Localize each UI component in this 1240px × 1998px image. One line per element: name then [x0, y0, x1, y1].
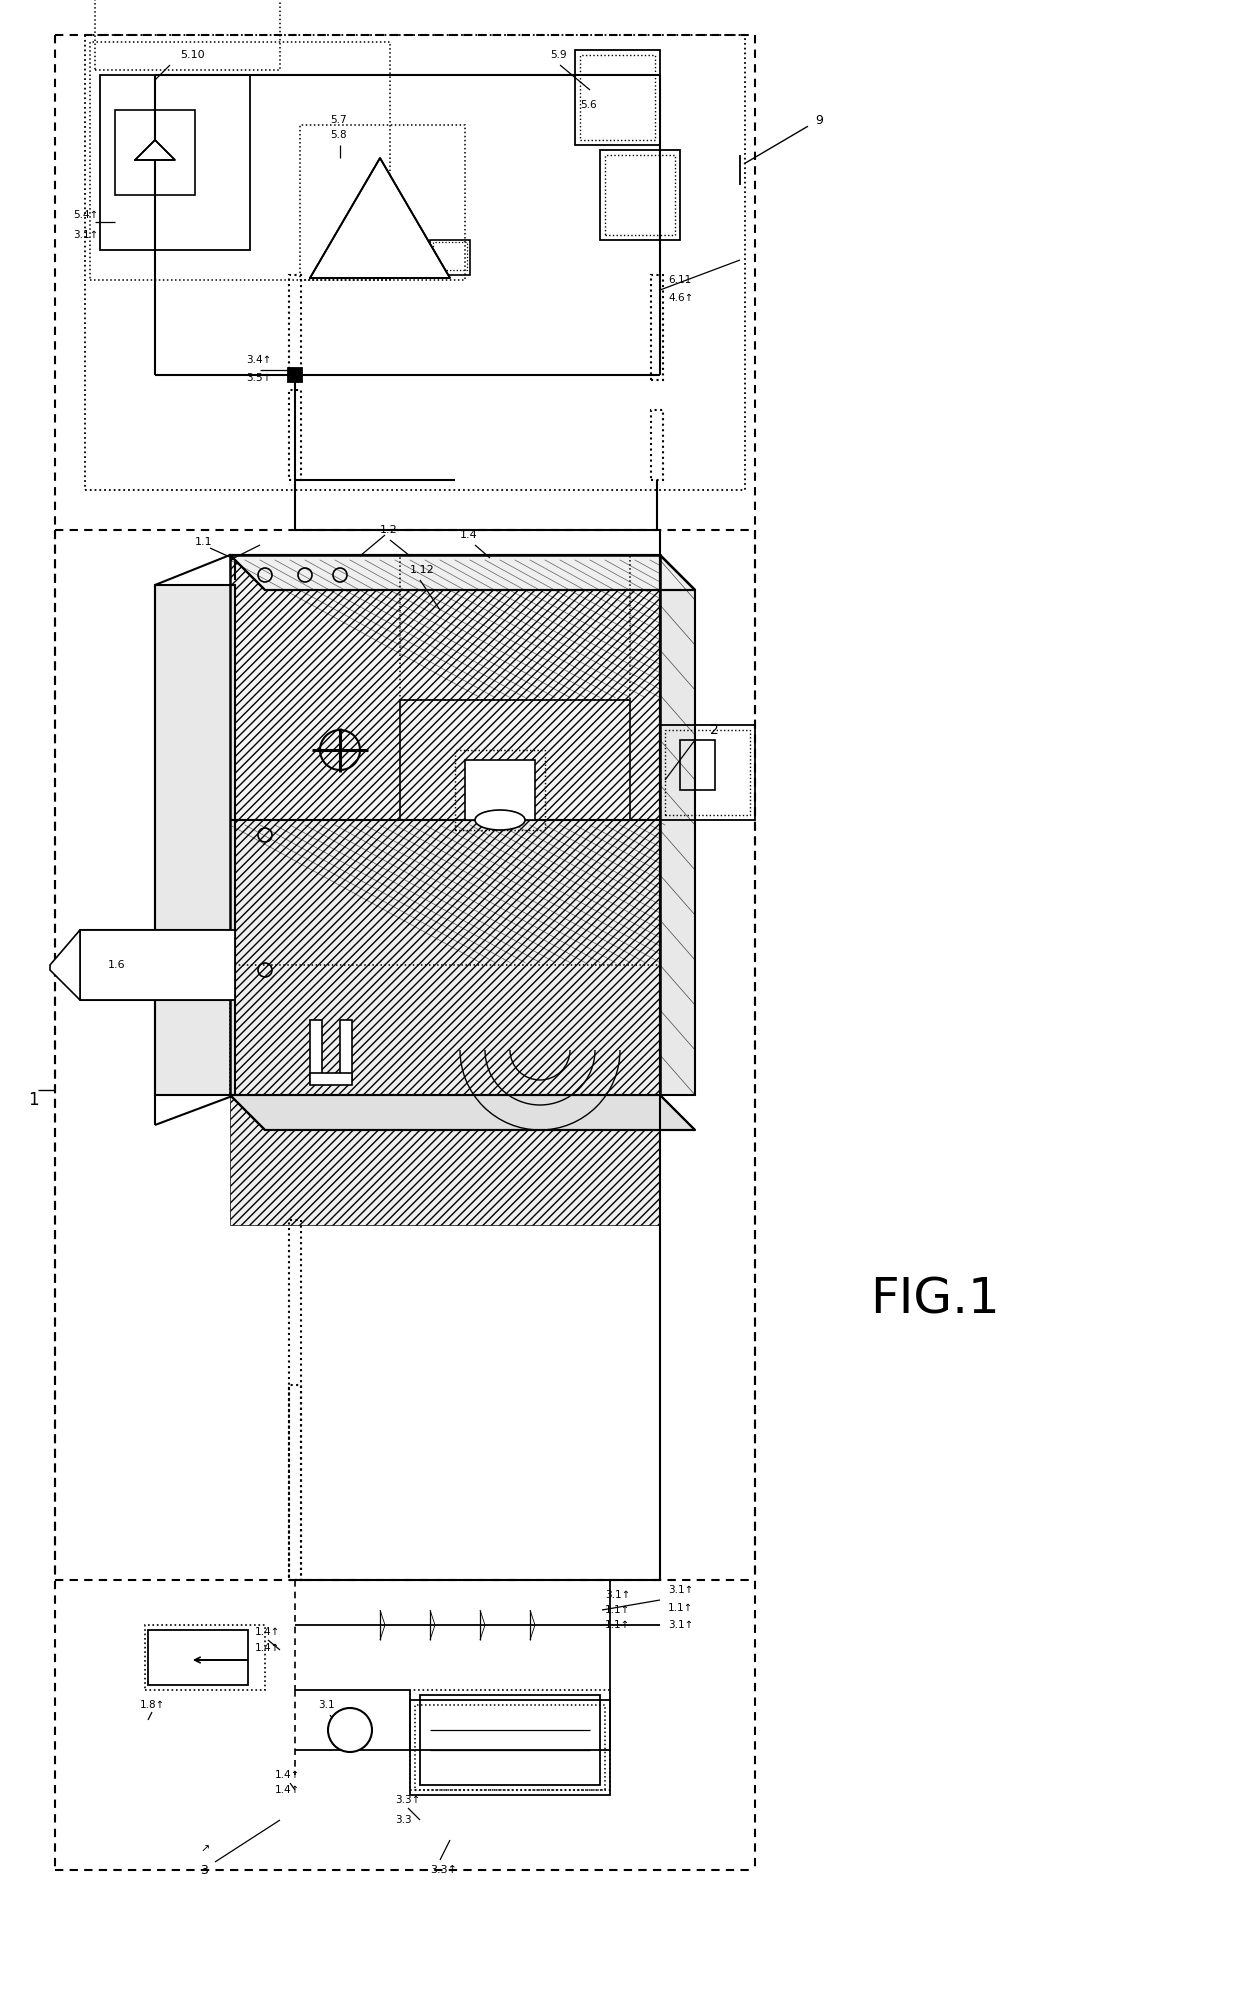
Bar [300, 126, 465, 280]
Bar [605, 156, 675, 236]
Bar [229, 819, 660, 1095]
Text: 3.3↑: 3.3↑ [430, 1864, 458, 1874]
Text: 1.1↑: 1.1↑ [605, 1620, 630, 1630]
Text: 3.1↑: 3.1↑ [668, 1620, 693, 1630]
Text: 3.1↑: 3.1↑ [605, 1590, 630, 1600]
Bar [401, 555, 630, 699]
Text: 3.1: 3.1 [317, 1700, 335, 1710]
Polygon shape [81, 929, 236, 1001]
Bar [229, 555, 660, 1095]
Bar [340, 1021, 352, 1081]
Bar [310, 1073, 352, 1085]
Bar [600, 150, 680, 240]
Text: ↗: ↗ [200, 1844, 210, 1854]
Text: 3.1↑: 3.1↑ [73, 230, 98, 240]
Bar [145, 1624, 265, 1690]
Text: 1: 1 [29, 1091, 38, 1109]
Text: FIG.1: FIG.1 [870, 1277, 999, 1325]
Text: 1.6: 1.6 [108, 959, 125, 969]
Ellipse shape [475, 809, 525, 829]
Bar [288, 368, 303, 382]
Text: 1.4↑: 1.4↑ [255, 1642, 280, 1652]
Bar [410, 1690, 610, 1790]
Text: 1.8↑: 1.8↑ [140, 1700, 165, 1710]
Bar [229, 1095, 660, 1225]
Bar [420, 1694, 600, 1784]
Text: 3.1↑: 3.1↑ [668, 1584, 693, 1594]
Text: 1.1: 1.1 [195, 537, 212, 547]
Text: 5.6: 5.6 [580, 100, 596, 110]
Bar [229, 965, 660, 1095]
Text: 4.6↑: 4.6↑ [668, 294, 693, 304]
Text: 1.12: 1.12 [410, 565, 435, 575]
Bar [115, 110, 195, 196]
Text: 1.2: 1.2 [379, 525, 398, 535]
Bar [415, 1704, 605, 1790]
Bar [455, 749, 546, 829]
Text: 5.4↑: 5.4↑ [73, 210, 98, 220]
Bar [148, 1630, 248, 1684]
Text: 5.10: 5.10 [180, 50, 205, 60]
Text: 5.7: 5.7 [330, 116, 347, 126]
Text: 3.5↑: 3.5↑ [246, 374, 272, 384]
Bar [310, 1021, 322, 1081]
Bar [86, 36, 745, 490]
Text: 1.4↑: 1.4↑ [275, 1770, 300, 1780]
Text: 1.4: 1.4 [460, 529, 477, 539]
Bar [410, 1700, 610, 1794]
Bar [289, 276, 301, 380]
Bar [289, 390, 301, 480]
Bar [91, 42, 391, 280]
Bar [289, 1221, 301, 1580]
Text: 6.11: 6.11 [668, 276, 691, 286]
Bar [580, 56, 655, 140]
Text: 9: 9 [815, 114, 823, 126]
Text: 3.4↑: 3.4↑ [246, 356, 272, 366]
Text: 2: 2 [711, 723, 719, 737]
Bar [651, 410, 663, 480]
Bar [95, 0, 280, 70]
Circle shape [329, 1708, 372, 1752]
Bar [100, 76, 250, 250]
Text: 1.4↑: 1.4↑ [255, 1626, 280, 1636]
Text: 5.9: 5.9 [551, 50, 567, 60]
Text: 3: 3 [200, 1864, 208, 1876]
Bar [665, 729, 750, 815]
Bar [651, 276, 663, 380]
Text: 1.4↑: 1.4↑ [275, 1784, 300, 1794]
Text: 3.3: 3.3 [396, 1814, 412, 1824]
Polygon shape [229, 555, 694, 589]
Bar [229, 555, 660, 819]
Bar [430, 240, 470, 276]
Polygon shape [229, 1095, 694, 1131]
Bar [289, 1385, 301, 1580]
Bar [660, 725, 755, 819]
Text: 3.3↑: 3.3↑ [396, 1794, 420, 1804]
Bar [465, 759, 534, 819]
Bar [433, 242, 467, 270]
Polygon shape [50, 929, 81, 1001]
Text: 1.1↑: 1.1↑ [605, 1604, 630, 1614]
Bar [575, 50, 660, 146]
Bar [680, 739, 715, 789]
Polygon shape [135, 140, 175, 160]
Text: 1.1↑: 1.1↑ [668, 1602, 693, 1612]
Text: 5.8: 5.8 [330, 130, 347, 140]
Polygon shape [310, 158, 450, 278]
Bar [401, 699, 630, 819]
Polygon shape [660, 555, 694, 1095]
Bar [155, 585, 236, 1095]
